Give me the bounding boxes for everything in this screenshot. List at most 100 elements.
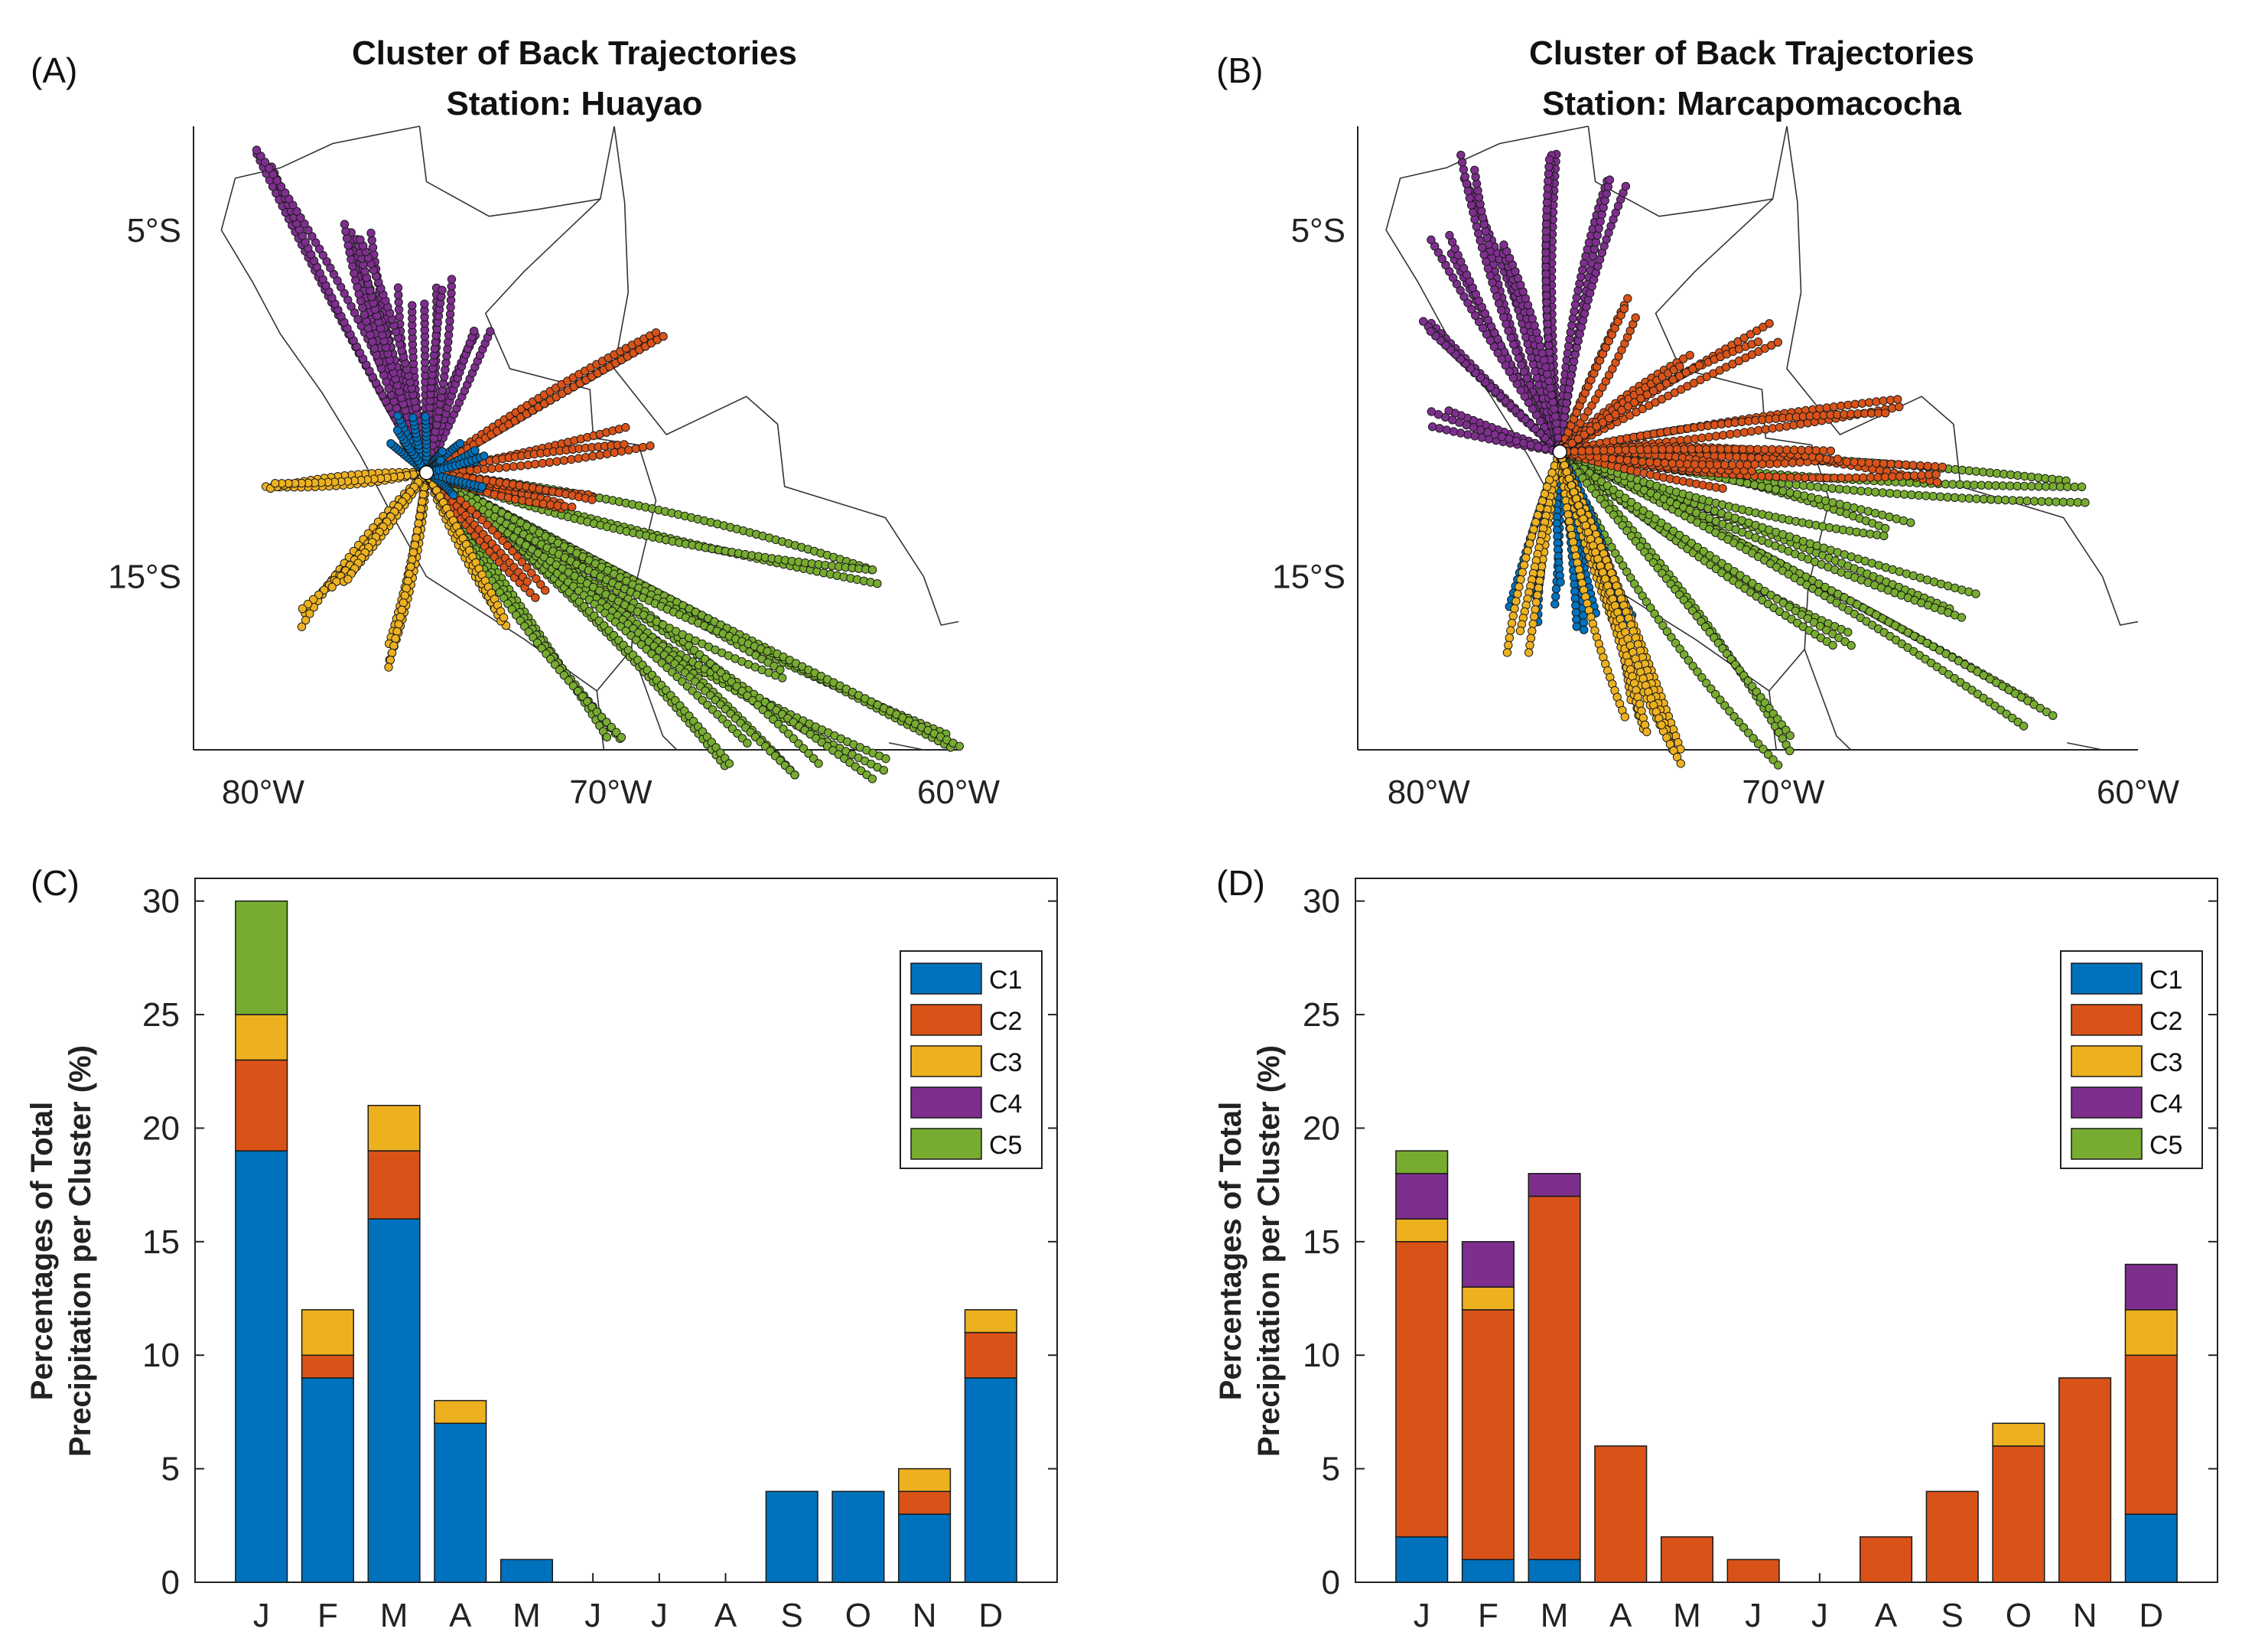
trajectory-point <box>2042 482 2051 491</box>
trajectory-point <box>1977 480 1987 490</box>
trajectory-point <box>412 533 421 542</box>
trajectory-point <box>327 582 337 591</box>
trajectory-point <box>1998 481 2008 490</box>
trajectory-point <box>2029 497 2039 506</box>
station-marker <box>418 465 434 480</box>
trajectory-point <box>347 255 356 264</box>
trajectory-point <box>403 576 412 586</box>
trajectory-point <box>538 458 547 468</box>
trajectory-point <box>1856 505 1866 514</box>
trajectory-point <box>408 548 418 557</box>
trajectory-point <box>743 738 752 748</box>
trajectory-point <box>395 312 404 321</box>
trajectory-point <box>2077 482 2087 491</box>
trajectory-point <box>1799 480 1808 490</box>
trajectory-point <box>438 285 447 295</box>
trajectory-point <box>402 584 411 593</box>
trajectory-point <box>545 458 555 467</box>
trajectory-cluster-c4 <box>252 145 495 477</box>
trajectory-point <box>1534 583 1544 593</box>
trajectory-point <box>1749 480 1759 490</box>
trajectory-point <box>541 585 550 595</box>
trajectory-point <box>624 445 633 454</box>
trajectory-point <box>1507 618 1517 628</box>
trajectory-point <box>763 647 772 656</box>
trajectory-point <box>1521 553 1531 562</box>
map-panel-a: (A) Cluster of Back Trajectories Station… <box>31 34 1000 811</box>
lat-tick-label: 15°S <box>1272 559 1346 596</box>
trajectory-point <box>724 759 734 768</box>
trajectory-point <box>776 665 785 675</box>
trajectory-point <box>420 299 429 308</box>
country-border <box>2067 742 2103 751</box>
trajectory-point <box>955 741 965 751</box>
trajectory-point <box>392 627 402 636</box>
trajectory-point <box>2006 481 2015 490</box>
trajectory-point <box>1856 487 1866 496</box>
trajectory-point <box>1778 487 1788 496</box>
trajectory-point <box>1936 492 1945 501</box>
trajectory-point <box>1907 490 1916 500</box>
trajectory-point <box>1531 605 1540 614</box>
trajectory-point <box>1511 597 1521 606</box>
trajectory-point <box>610 448 619 458</box>
trajectory-point <box>1785 746 1795 755</box>
trajectory-point <box>778 673 787 682</box>
trajectory-point <box>2008 496 2017 505</box>
trajectory-point <box>568 502 577 512</box>
trajectory-point <box>2027 481 2036 491</box>
trajectory-point <box>408 301 417 310</box>
trajectory-point <box>343 575 353 584</box>
trajectory-point <box>1993 495 2003 504</box>
trajectory-point <box>1941 480 1951 489</box>
trajectory-point <box>418 490 428 499</box>
trajectory-point <box>1814 494 1824 503</box>
trajectory-point <box>1535 576 1544 585</box>
trajectory-point <box>1991 481 2000 490</box>
trajectory-point <box>1657 720 1666 730</box>
trajectory-point <box>1928 491 1938 501</box>
trajectory-point <box>414 519 423 528</box>
country-border <box>630 649 678 751</box>
trajectory-point <box>539 499 548 509</box>
trajectory-point <box>1886 489 1895 498</box>
trajectory-point <box>1531 517 1541 527</box>
trajectory-point <box>1821 483 1830 493</box>
trajectory-point <box>252 145 262 155</box>
trajectory-point <box>1943 493 1952 502</box>
trajectory-point <box>1827 484 1837 493</box>
trajectory-point <box>621 422 630 432</box>
trajectory-point <box>1962 480 1972 490</box>
trajectory-point <box>406 562 415 572</box>
trajectory-point <box>1505 634 1515 643</box>
trajectory-point <box>2019 481 2029 491</box>
trajectory-point <box>1899 516 1908 526</box>
trajectory-point <box>502 463 511 472</box>
trajectory-point <box>2052 497 2061 507</box>
trajectory-point <box>405 569 414 578</box>
trajectory-point <box>523 461 532 470</box>
lat-tick-label: 5°S <box>1291 212 1346 249</box>
trajectory-point <box>2034 482 2044 491</box>
trajectory-point <box>1979 494 1989 503</box>
trajectory-point <box>399 598 408 608</box>
trajectory-point <box>587 495 597 504</box>
trajectory-point <box>617 733 626 742</box>
trajectory-point <box>1525 640 1534 650</box>
trajectory-point <box>1515 582 1524 591</box>
trajectory-point <box>790 770 799 780</box>
trajectory-point <box>1519 560 1529 570</box>
trajectory-point <box>470 446 480 455</box>
lat-tick-label: 15°S <box>108 559 181 596</box>
trajectory-point <box>448 490 458 500</box>
trajectory-point <box>348 262 357 271</box>
trajectory-point <box>567 454 576 464</box>
trajectory-point <box>297 622 307 631</box>
lat-tick-label: 5°S <box>127 212 181 249</box>
lon-tick-label: 60°W <box>917 774 1001 811</box>
trajectory-point <box>298 604 307 614</box>
trajectory-point <box>2048 711 2058 720</box>
trajectory-point <box>522 577 532 586</box>
trajectory-point <box>389 641 399 650</box>
